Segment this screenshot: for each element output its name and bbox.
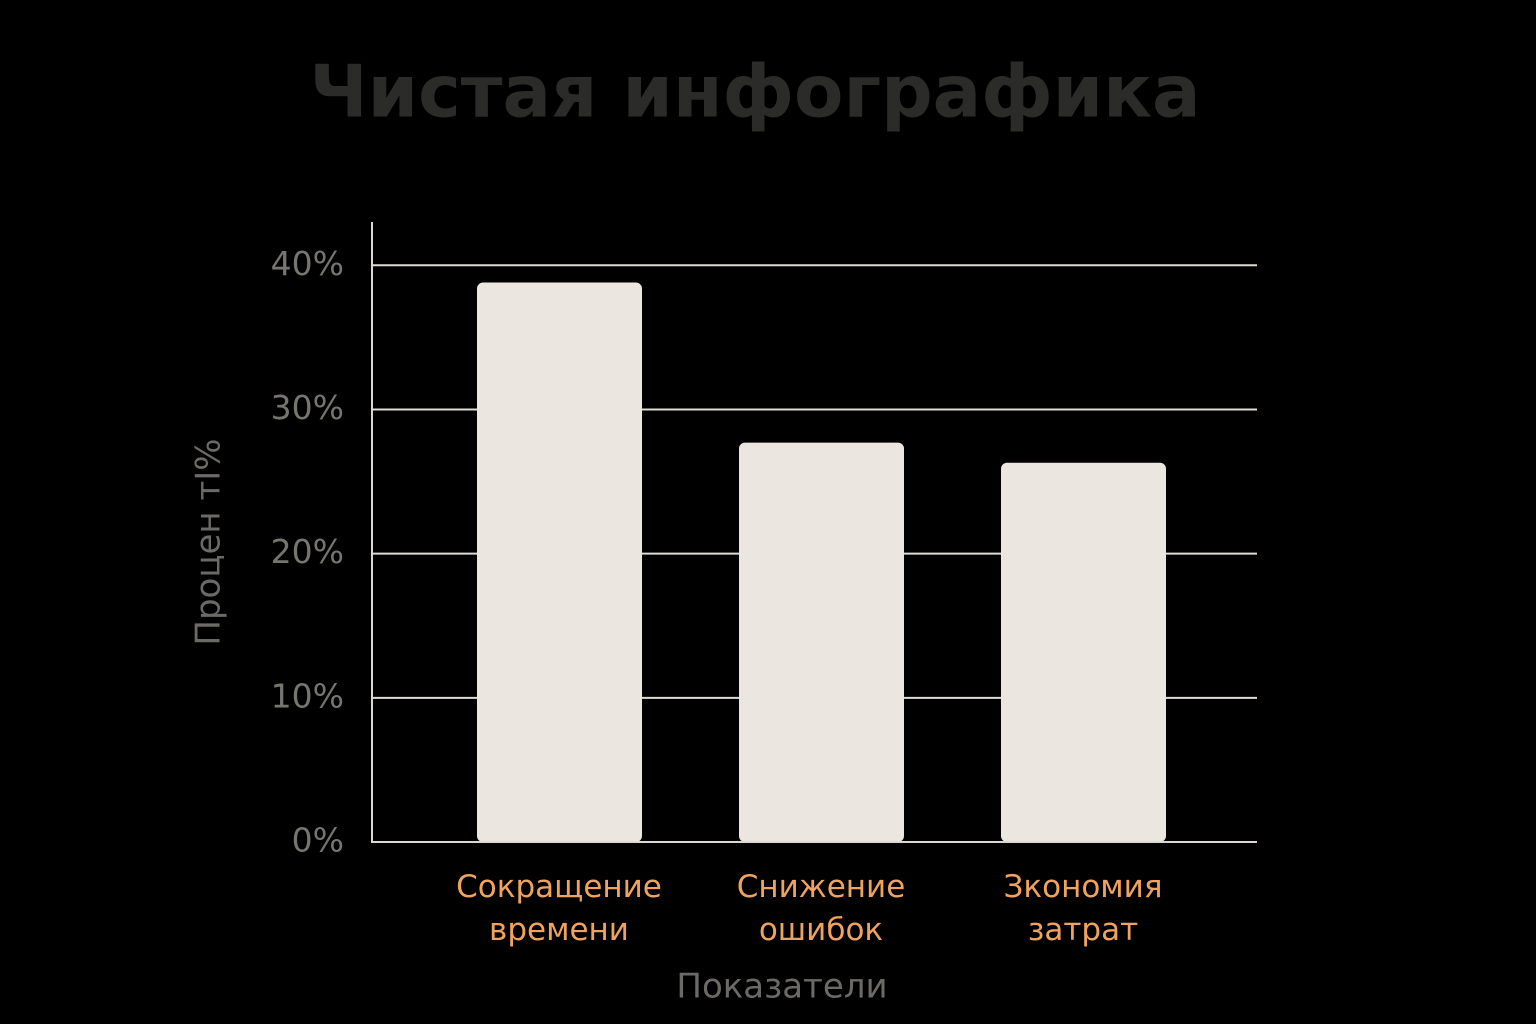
x-axis-label: Показатели (676, 967, 887, 1007)
y-tick-label: 0% (292, 821, 344, 860)
y-axis-label: Процен тІ% (189, 438, 229, 645)
bar (477, 282, 642, 843)
y-tick-label: 40% (271, 244, 344, 283)
chart-title: Чистая инфографика (309, 50, 1200, 134)
x-tick-label: Снижение ошибок (736, 869, 906, 948)
y-tick-label: 10% (271, 676, 344, 715)
bar (739, 442, 904, 842)
x-tick-label: Зкономия затрат (1003, 869, 1163, 948)
y-tick-label: 30% (271, 388, 344, 427)
bar (1001, 462, 1166, 842)
y-tick-label: 20% (271, 532, 344, 571)
x-tick-label: Сокращение времени (456, 869, 662, 948)
